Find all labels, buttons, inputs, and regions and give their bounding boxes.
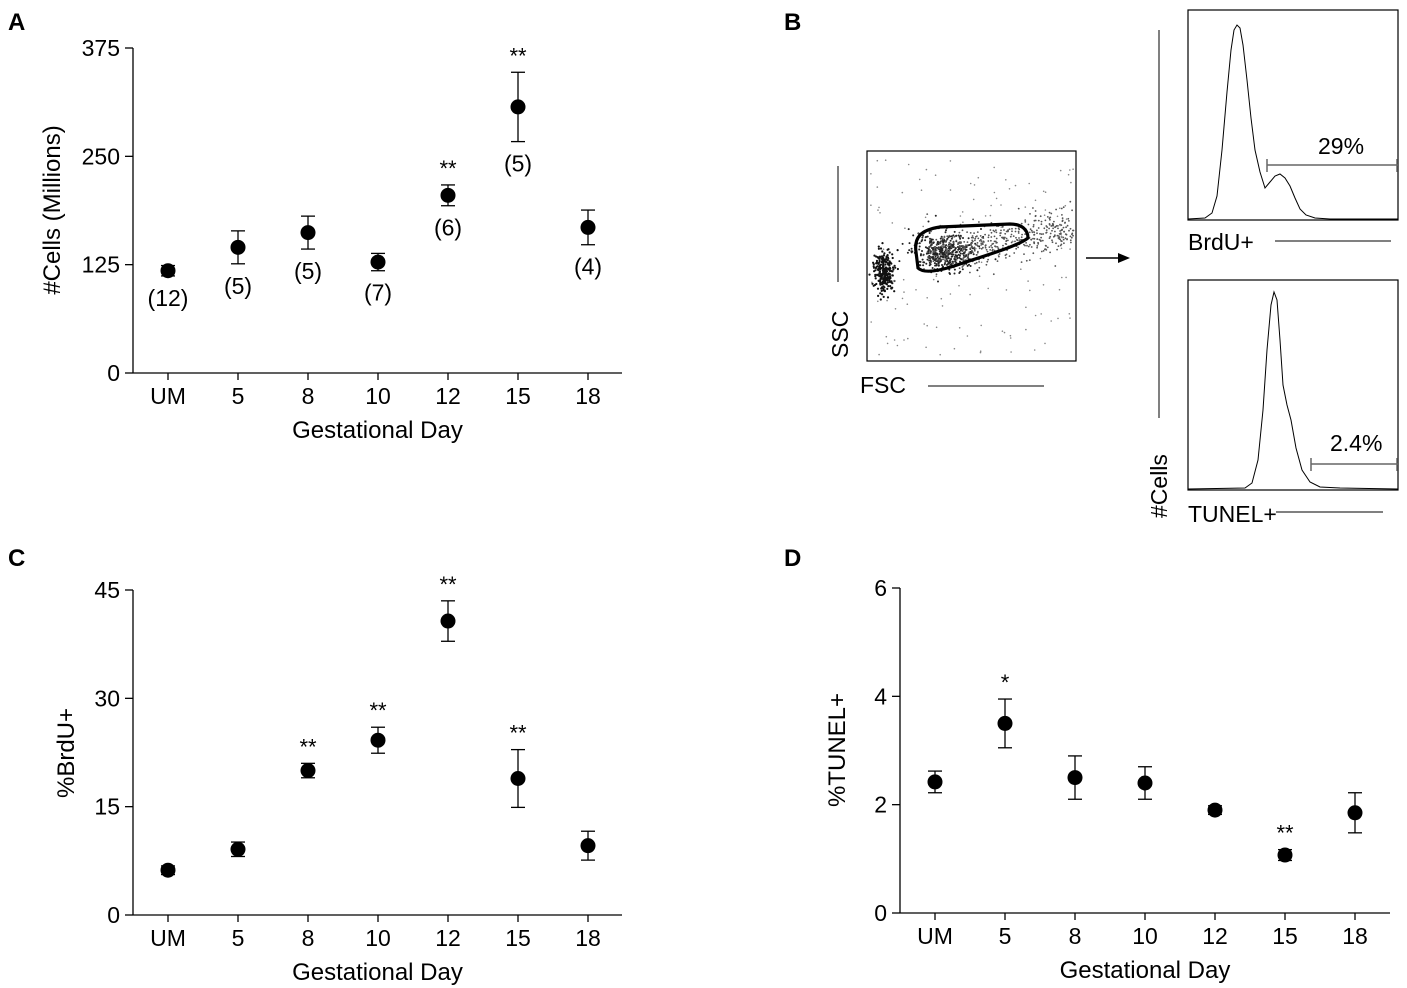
ssc-axis-label: SSC	[827, 311, 853, 358]
y-tick-label-d-3: 6	[874, 575, 887, 601]
x-axis-title-c: Gestational Day	[292, 959, 463, 986]
significance-label-d-1: *	[1001, 670, 1010, 695]
data-point-d-2	[1067, 770, 1083, 786]
chart-panel-a: 0 125 250 375 UM 5 8 10 12 15 18 Gestational Day #Ce…	[39, 35, 622, 444]
x-tick-label-c-2: 8	[302, 925, 315, 951]
n-label-a-6: (4)	[574, 254, 602, 280]
x-tick-label-a-6: 18	[575, 383, 601, 409]
brdu-axis-label: BrdU+	[1188, 229, 1254, 255]
x-tick-label-d-4: 12	[1202, 923, 1228, 949]
x-tick-label-d-6: 18	[1342, 923, 1368, 949]
y-tick-label-c-2: 30	[94, 685, 120, 711]
data-point-a-4	[440, 187, 456, 203]
x-tick-label-c-5: 15	[505, 925, 531, 951]
data-point-a-1	[230, 239, 246, 255]
y-tick-label-a-0: 0	[107, 360, 120, 386]
n-label-a-2: (5)	[294, 258, 322, 284]
n-label-a-0: (12)	[148, 285, 189, 311]
data-point-c-1	[230, 841, 246, 857]
x-axis-title-d: Gestational Day	[1060, 957, 1231, 984]
data-point-a-6	[580, 219, 596, 235]
y-tick-label-c-3: 45	[94, 577, 120, 603]
y-axis-title-d: %TUNEL+	[824, 693, 851, 807]
y-axis-title-a: #Cells (Millions)	[39, 125, 66, 294]
fsc-axis-label: FSC	[860, 372, 906, 398]
significance-label-c-2: **	[299, 734, 317, 759]
tunel-histogram-frame	[1187, 279, 1399, 491]
tunel-gate-percent: 2.4%	[1330, 430, 1382, 456]
x-tick-label-a-5: 15	[505, 383, 531, 409]
y-axis-title-c: %BrdU+	[53, 708, 80, 798]
x-tick-label-d-1: 5	[999, 923, 1012, 949]
data-point-c-6	[580, 838, 596, 854]
brdu-gate-percent: 29%	[1318, 133, 1364, 159]
significance-label-d-5: **	[1276, 821, 1294, 846]
x-tick-label-c-0: UM	[150, 925, 186, 951]
y-tick-label-c-1: 15	[94, 794, 120, 820]
panel-letter-b: B	[784, 9, 801, 36]
chart-panel-c: 0 15 30 45 UM 5 8 10 12 15 18 Gestational Day %BrdU+…	[53, 572, 622, 986]
x-tick-label-c-6: 18	[575, 925, 601, 951]
panel-letter-d: D	[784, 545, 801, 572]
x-tick-label-a-3: 10	[365, 383, 391, 409]
x-tick-label-c-4: 12	[435, 925, 461, 951]
significance-label-a-5: **	[509, 43, 527, 68]
data-point-d-6	[1347, 805, 1363, 821]
x-tick-label-d-3: 10	[1132, 923, 1158, 949]
x-tick-label-d-5: 15	[1272, 923, 1298, 949]
n-label-a-4: (6)	[434, 215, 462, 241]
x-axis-title-a: Gestational Day	[292, 417, 463, 444]
data-point-d-0	[927, 774, 943, 790]
x-tick-label-d-2: 8	[1069, 923, 1082, 949]
y-tick-label-d-1: 2	[874, 792, 887, 818]
gate-outline	[914, 222, 1030, 273]
significance-label-c-5: **	[509, 721, 527, 746]
panel-letter-a: A	[8, 9, 25, 36]
y-tick-label-a-3: 375	[82, 35, 120, 61]
x-tick-label-a-0: UM	[150, 383, 186, 409]
y-tick-label-a-2: 250	[82, 143, 120, 169]
x-tick-label-d-0: UM	[917, 923, 953, 949]
data-point-c-2	[300, 763, 316, 779]
data-point-d-4	[1207, 802, 1223, 818]
data-point-c-3	[370, 732, 386, 748]
panel-letter-c: C	[8, 545, 25, 572]
data-point-c-0	[160, 862, 176, 878]
n-label-a-1: (5)	[224, 273, 252, 299]
n-label-a-5: (5)	[504, 151, 532, 177]
data-point-d-1	[997, 715, 1013, 731]
x-tick-label-a-1: 5	[232, 383, 245, 409]
data-point-c-5	[510, 771, 526, 786]
y-tick-label-d-2: 4	[874, 683, 887, 709]
y-tick-label-c-0: 0	[107, 902, 120, 928]
brdu-histogram-frame	[1187, 9, 1399, 221]
data-point-a-5	[510, 99, 526, 115]
gate-arrow-head	[1118, 253, 1130, 263]
flow-cytometry-panel: SSC FSC #Cells 29% BrdU+ 2.4% TUNEL+	[827, 9, 1399, 527]
x-tick-label-a-2: 8	[302, 383, 315, 409]
data-point-a-3	[370, 254, 386, 270]
data-point-d-3	[1137, 775, 1153, 791]
fsc-ssc-dot-cloud	[868, 159, 1075, 356]
data-point-a-2	[300, 225, 316, 241]
data-point-d-5	[1277, 847, 1293, 863]
x-tick-label-c-3: 10	[365, 925, 391, 951]
cells-axis-label: #Cells	[1146, 454, 1172, 518]
significance-label-a-4: **	[439, 156, 457, 181]
y-tick-label-d-0: 0	[874, 900, 887, 926]
tunel-axis-label: TUNEL+	[1188, 501, 1277, 527]
y-tick-label-a-1: 125	[82, 252, 120, 278]
x-tick-label-c-1: 5	[232, 925, 245, 951]
n-label-a-3: (7)	[364, 280, 392, 306]
fsc-ssc-plot-frame	[866, 150, 1077, 362]
significance-label-c-3: **	[369, 698, 387, 723]
x-tick-label-a-4: 12	[435, 383, 461, 409]
brdu-histogram-curve	[1187, 24, 1398, 220]
data-point-c-4	[440, 613, 456, 629]
significance-label-c-4: **	[439, 572, 457, 597]
tunel-histogram-curve	[1187, 290, 1399, 490]
data-point-a-0	[160, 263, 176, 279]
